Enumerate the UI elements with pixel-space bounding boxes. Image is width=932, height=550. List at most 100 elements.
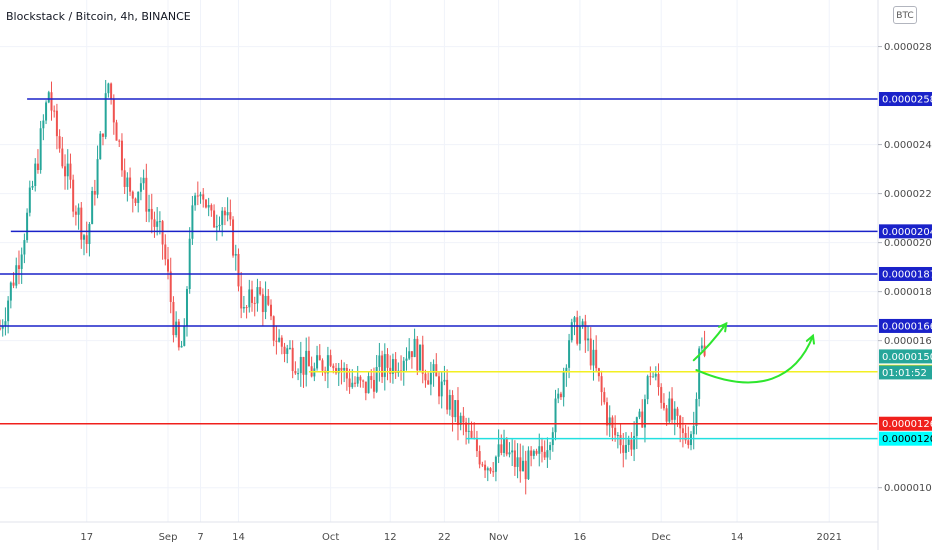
candle-body [96, 159, 99, 195]
candle-body [326, 355, 329, 374]
candle-body [237, 253, 240, 287]
candle-body [381, 355, 384, 377]
candle-body [221, 210, 224, 225]
candle-body [72, 179, 75, 212]
candle-body [627, 439, 630, 445]
candle-body [662, 402, 665, 409]
candle-body [576, 317, 579, 344]
candle-body [202, 194, 205, 200]
chart-grid [0, 0, 878, 522]
candle-body [188, 238, 191, 289]
candle-body [148, 208, 151, 212]
candle-body [126, 177, 129, 187]
candle-body [161, 221, 164, 245]
candle-body [115, 122, 118, 141]
candle-body [530, 450, 533, 456]
candle-body [269, 304, 272, 317]
candle-body [104, 93, 107, 137]
candle-body [692, 426, 695, 435]
candle-body [622, 445, 625, 453]
horizontal-levels[interactable] [0, 98, 878, 440]
candle-body [646, 376, 649, 400]
candle-body [638, 411, 641, 418]
candle-body [172, 301, 175, 336]
candle-body [402, 360, 405, 371]
level-label: 0.00002046 [882, 227, 932, 238]
candle-body [0, 328, 1, 330]
candle-body [503, 438, 506, 453]
candle-body [207, 205, 210, 208]
candle-body [234, 253, 237, 256]
x-tick-label: 14 [232, 532, 245, 543]
candle-body [337, 367, 340, 374]
candle-body [196, 195, 199, 197]
candle-body [652, 376, 655, 378]
candle-body [93, 190, 96, 195]
candle-body [690, 434, 693, 446]
candle-body [20, 254, 23, 269]
candle-body [505, 438, 508, 455]
candle-body [681, 428, 684, 434]
candle-body [532, 450, 535, 456]
candle-body [489, 468, 492, 472]
candle-body [210, 205, 213, 211]
candle-body [280, 337, 283, 347]
candle-body [175, 321, 178, 336]
candle-body [654, 373, 657, 377]
candle-body [419, 344, 422, 371]
candle-body [167, 259, 170, 272]
candle-body [619, 434, 622, 446]
candle-body [248, 289, 251, 308]
candle-body [199, 194, 202, 197]
candle-body [616, 434, 619, 436]
candle-body [364, 381, 367, 394]
candle-body [386, 354, 389, 368]
candle-body [481, 464, 484, 466]
level-label-bg [879, 266, 932, 281]
candle-body [42, 120, 45, 129]
last-price-label-bg [879, 349, 932, 364]
candle-body [345, 367, 348, 379]
y-tick-label: 0.00002400 [884, 140, 932, 151]
currency-button[interactable]: BTC [893, 6, 917, 24]
candle-body [356, 376, 359, 384]
arrow-curve [695, 334, 814, 384]
candle-body [47, 92, 50, 103]
candle-body [643, 399, 646, 428]
candle-body [120, 140, 123, 171]
candle-body [318, 355, 321, 361]
candle-body [272, 316, 275, 341]
candle-body [700, 345, 703, 349]
candles [0, 79, 706, 495]
chart-title: Blockstack / Bitcoin, 4h, BINANCE [6, 10, 191, 23]
candle-body [218, 224, 221, 227]
countdown-label-bg [879, 365, 932, 380]
y-tick-label: 0.00001600 [884, 336, 932, 347]
candle-body [660, 387, 663, 403]
candle-body [36, 163, 39, 171]
candle-body [687, 440, 690, 446]
candle-body [657, 373, 660, 388]
candle-body [58, 136, 61, 149]
x-tick-label: Oct [322, 532, 339, 543]
candle-body [516, 457, 519, 467]
candle-body [34, 163, 37, 187]
time-axis[interactable]: 17 Sep 7 14 Oct 12 22 Nov 16 Dec 14 2021 [80, 532, 842, 543]
candle-body [603, 392, 606, 403]
candle-body [194, 195, 197, 206]
candle-body [64, 166, 67, 177]
candle-body [55, 110, 58, 137]
candle-body [359, 376, 362, 381]
candle-body [307, 350, 310, 367]
x-tick-label: 12 [384, 532, 397, 543]
candle-body [164, 244, 167, 260]
candle-body [378, 355, 381, 368]
candle-body [204, 199, 207, 208]
candle-body [302, 356, 305, 375]
candle-body [1, 326, 4, 329]
candle-body [286, 348, 289, 354]
candle-body [375, 367, 378, 392]
price-axis[interactable]: 0.00002800 0.00002400 0.00002200 0.00002000… [878, 42, 932, 494]
candle-body [524, 460, 527, 480]
